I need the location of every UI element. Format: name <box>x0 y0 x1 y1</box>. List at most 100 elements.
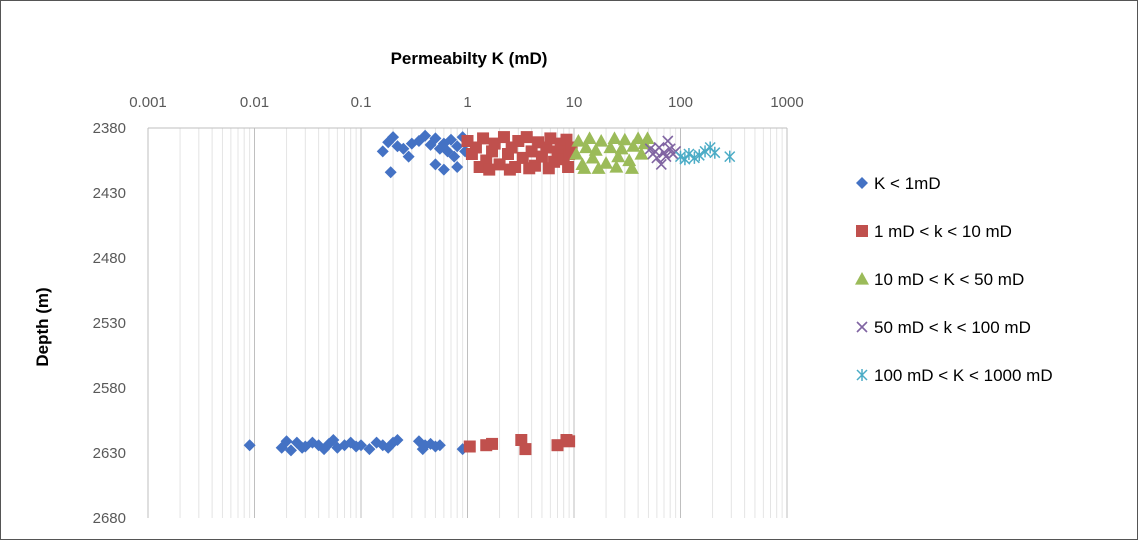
data-point <box>571 134 586 147</box>
data-point <box>433 439 446 452</box>
data-point <box>429 158 442 171</box>
data-point <box>519 443 532 456</box>
data-point <box>497 131 510 144</box>
x-tick-label: 0.1 <box>351 94 372 111</box>
data-points <box>243 129 736 457</box>
legend-item: K < 1mD <box>856 174 941 193</box>
data-point <box>662 135 674 147</box>
y-tick-label: 2380 <box>93 120 126 137</box>
data-point <box>480 154 493 167</box>
data-point <box>660 151 672 163</box>
data-point <box>451 161 464 173</box>
legend-item: 50 mD < k < 100 mD <box>856 318 1031 337</box>
axes <box>147 127 787 518</box>
data-point <box>463 440 476 453</box>
legend-label: 100 mD < K < 1000 mD <box>874 366 1053 385</box>
data-point <box>451 140 464 153</box>
y-axis-title: Depth (m) <box>33 287 52 366</box>
data-point <box>384 166 397 179</box>
data-point <box>569 147 584 160</box>
data-point <box>709 146 721 159</box>
data-point <box>683 148 695 160</box>
data-point <box>599 156 614 169</box>
legend-label: 1 mD < k < 10 mD <box>874 222 1012 241</box>
y-tick-label: 2530 <box>93 315 126 332</box>
y-tick-label: 2430 <box>93 185 126 202</box>
y-tick-label: 2630 <box>93 445 126 462</box>
data-point <box>437 163 450 176</box>
data-point <box>617 132 632 146</box>
legend-marker <box>856 225 868 237</box>
series-3 <box>569 131 655 174</box>
y-tick-labels: 2380 2430 2480 2530 2580 2630 2680 <box>93 120 126 527</box>
data-point <box>280 435 293 448</box>
data-point <box>563 435 576 448</box>
y-tick-label: 2480 <box>93 250 126 267</box>
legend-item: 10 mD < K < 50 mD <box>855 270 1024 289</box>
legend-label: 50 mD < k < 100 mD <box>874 318 1031 337</box>
data-point <box>387 131 400 144</box>
data-point <box>651 152 663 164</box>
x-tick-label: 1 <box>463 94 471 111</box>
data-point <box>588 143 603 156</box>
data-point <box>503 163 516 176</box>
data-point <box>655 158 667 170</box>
x-tick-labels: 0.001 0.01 0.1 1 10 100 1000 <box>129 94 803 111</box>
x-axis-title: Permeabilty K (mD) <box>391 49 548 68</box>
data-point <box>520 131 533 144</box>
data-point <box>243 439 256 452</box>
legend-item: 100 mD < K < 1000 mD <box>856 366 1053 385</box>
data-point <box>626 139 641 152</box>
data-point <box>523 162 536 175</box>
series-1 <box>243 129 472 457</box>
x-tick-label: 0.01 <box>240 94 269 111</box>
data-point <box>525 145 538 158</box>
data-point <box>376 145 389 158</box>
data-point <box>515 434 528 446</box>
data-point <box>582 131 597 144</box>
data-point <box>631 131 646 144</box>
data-point <box>355 439 367 452</box>
data-point <box>540 141 553 154</box>
data-point <box>469 141 482 154</box>
data-point <box>402 150 415 163</box>
data-point <box>397 142 410 155</box>
data-point <box>693 149 705 162</box>
legend-marker <box>856 321 868 333</box>
data-point <box>699 145 711 158</box>
legend-label: 10 mD < K < 50 mD <box>874 270 1024 289</box>
x-tick-label: 10 <box>566 94 583 111</box>
data-point <box>591 161 606 174</box>
data-point <box>391 434 404 446</box>
data-point <box>609 160 624 173</box>
data-point <box>477 132 490 145</box>
x-tick-label: 1000 <box>770 94 803 111</box>
data-point <box>611 149 626 163</box>
data-point <box>634 147 649 160</box>
data-point <box>486 437 499 450</box>
x-tick-label: 0.001 <box>129 94 167 111</box>
legend-marker <box>856 177 868 189</box>
data-point <box>535 150 548 163</box>
data-point <box>363 443 376 456</box>
data-point <box>493 158 506 171</box>
data-point <box>562 161 575 173</box>
data-point <box>488 137 501 150</box>
y-tick-label: 2680 <box>93 510 126 527</box>
data-point <box>585 150 600 164</box>
data-point <box>594 134 609 147</box>
data-point <box>614 141 629 155</box>
series-4 <box>644 135 682 170</box>
legend-label: K < 1mD <box>874 174 941 193</box>
data-point <box>577 161 592 174</box>
series-5 <box>674 141 736 166</box>
series-2 <box>461 131 578 456</box>
data-point <box>544 132 557 145</box>
gridlines <box>147 128 788 518</box>
data-point <box>445 133 458 146</box>
data-point <box>640 131 655 144</box>
data-point <box>603 140 618 154</box>
legend: K < 1mD 1 mD < k < 10 mD 10 mD < K < 50 mD… <box>855 174 1053 385</box>
data-point <box>664 143 676 155</box>
